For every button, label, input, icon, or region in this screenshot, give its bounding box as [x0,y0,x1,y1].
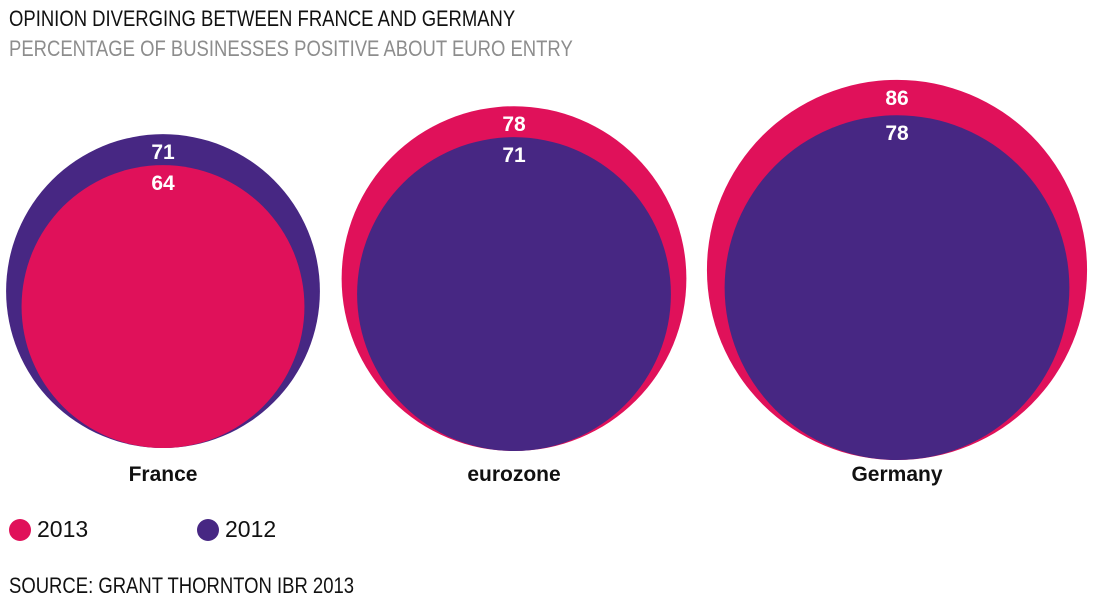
chart-subtitle: PERCENTAGE OF BUSINESSES POSITIVE ABOUT … [9,36,680,62]
chart-subtitle-text: PERCENTAGE OF BUSINESSES POSITIVE ABOUT … [9,36,573,61]
legend-label-2012: 2012 [225,516,277,542]
bubble-germany-2012 [724,115,1070,460]
data-label-germany-2013: 86 [885,87,908,110]
data-label-germany-2012: 78 [885,122,909,145]
category-label-france: France [129,463,198,486]
data-label-eurozone-2013: 78 [502,113,526,136]
chart-title-text: OPINION DIVERGING BETWEEN FRANCE AND GER… [9,6,516,31]
legend-swatch-2013 [9,518,31,541]
legend-item-2013: 2013 [9,516,88,543]
category-label-germany: Germany [851,463,942,486]
legend-item-2012: 2012 [197,516,276,543]
legend-label-2013: 2013 [37,516,89,542]
data-label-france-2013: 64 [151,172,175,195]
bubble-eurozone-2012 [357,137,671,451]
source-text: SOURCE: GRANT THORNTON IBR 2013 [9,573,355,598]
bubble-france-2013 [21,165,305,448]
source-note: SOURCE: GRANT THORNTON IBR 2013 [9,573,420,599]
data-label-eurozone-2012: 71 [502,144,526,167]
data-label-france-2012: 71 [151,141,175,164]
category-label-eurozone: eurozone [467,463,560,486]
chart-title: OPINION DIVERGING BETWEEN FRANCE AND GER… [9,6,612,32]
legend-swatch-2012 [197,518,219,541]
